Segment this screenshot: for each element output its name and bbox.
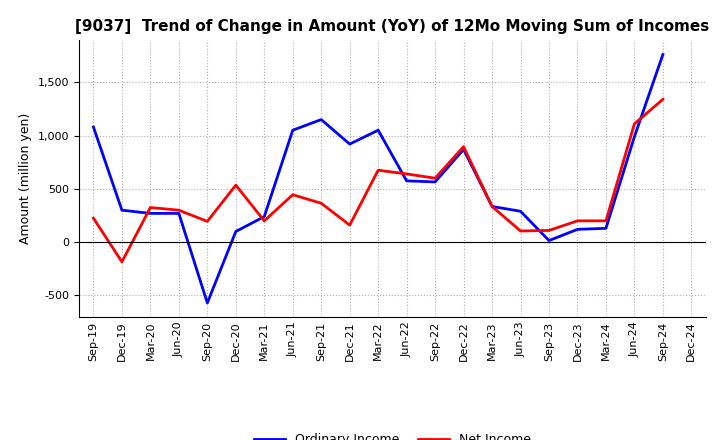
Net Income	[431, 176, 439, 181]
Ordinary Income	[602, 226, 611, 231]
Ordinary Income	[89, 125, 98, 130]
Ordinary Income	[174, 211, 183, 216]
Net Income	[573, 218, 582, 224]
Ordinary Income	[203, 300, 212, 305]
Ordinary Income	[317, 117, 325, 122]
Ordinary Income	[487, 204, 496, 209]
Net Income	[117, 259, 126, 264]
Legend: Ordinary Income, Net Income: Ordinary Income, Net Income	[248, 429, 536, 440]
Ordinary Income	[232, 229, 240, 234]
Ordinary Income	[431, 179, 439, 184]
Y-axis label: Amount (million yen): Amount (million yen)	[19, 113, 32, 244]
Ordinary Income	[630, 134, 639, 139]
Net Income	[630, 121, 639, 126]
Ordinary Income	[659, 52, 667, 57]
Ordinary Income	[459, 147, 468, 152]
Net Income	[289, 192, 297, 198]
Net Income	[459, 144, 468, 150]
Ordinary Income	[573, 227, 582, 232]
Ordinary Income	[117, 208, 126, 213]
Net Income	[346, 223, 354, 228]
Net Income	[659, 97, 667, 102]
Net Income	[602, 218, 611, 224]
Ordinary Income	[516, 209, 525, 214]
Net Income	[146, 205, 155, 210]
Net Income	[317, 201, 325, 206]
Net Income	[402, 171, 411, 176]
Ordinary Income	[402, 178, 411, 183]
Ordinary Income	[545, 238, 554, 243]
Line: Ordinary Income: Ordinary Income	[94, 55, 663, 303]
Net Income	[516, 228, 525, 234]
Ordinary Income	[146, 211, 155, 216]
Title: [9037]  Trend of Change in Amount (YoY) of 12Mo Moving Sum of Incomes: [9037] Trend of Change in Amount (YoY) o…	[76, 19, 709, 34]
Net Income	[174, 208, 183, 213]
Ordinary Income	[289, 128, 297, 133]
Net Income	[203, 219, 212, 224]
Net Income	[545, 228, 554, 233]
Net Income	[260, 218, 269, 224]
Line: Net Income: Net Income	[94, 99, 663, 262]
Ordinary Income	[374, 128, 382, 133]
Ordinary Income	[346, 141, 354, 147]
Net Income	[374, 168, 382, 173]
Net Income	[487, 204, 496, 209]
Net Income	[232, 183, 240, 188]
Net Income	[89, 216, 98, 221]
Ordinary Income	[260, 214, 269, 219]
